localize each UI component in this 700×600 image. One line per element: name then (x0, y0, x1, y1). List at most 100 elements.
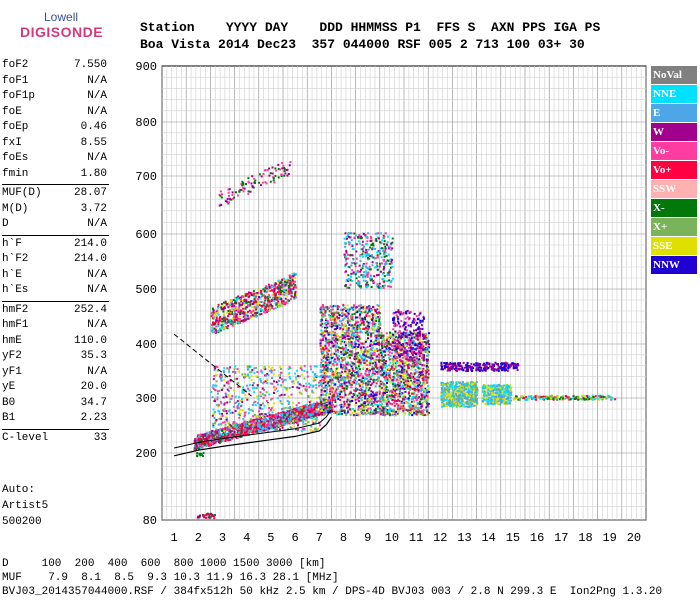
param-name: foEs (2, 152, 29, 164)
echo-point (326, 308, 329, 311)
echo-point (329, 315, 332, 318)
x-tick-label: 16 (530, 531, 544, 545)
echo-point (343, 253, 346, 256)
echo-point (350, 275, 353, 278)
echo-point (364, 412, 367, 415)
echo-point (332, 336, 335, 339)
echo-point (307, 412, 310, 415)
echo-point (346, 311, 349, 314)
echo-point (349, 368, 352, 371)
x-tick-label: 15 (506, 531, 520, 545)
echo-point (416, 364, 419, 367)
echo-point (230, 432, 233, 435)
echo-point (350, 236, 353, 239)
echo-point (333, 316, 336, 319)
y-tick-label: 400 (135, 338, 157, 352)
echo-point (416, 387, 419, 390)
echo-point (292, 411, 295, 414)
echo-point (387, 395, 390, 398)
echo-point (351, 330, 354, 333)
echo-point (420, 384, 423, 387)
echo-point (394, 414, 397, 417)
echo-point (415, 410, 418, 413)
echo-point (362, 276, 365, 279)
echo-point (363, 271, 365, 274)
echo-point (348, 339, 351, 342)
echo-point (410, 368, 413, 371)
echo-point (212, 431, 215, 434)
echo-point (371, 372, 374, 375)
echo-point (351, 347, 354, 349)
echo-point (351, 367, 354, 370)
echo-point (251, 419, 254, 422)
echo-point (409, 377, 412, 379)
echo-point (409, 383, 412, 386)
echo-point (387, 356, 390, 359)
echo-point (227, 434, 230, 437)
echo-point (274, 285, 277, 288)
echo-point (345, 367, 348, 370)
echo-point (376, 256, 379, 259)
echo-point (271, 425, 273, 428)
echo-point (389, 334, 392, 337)
echo-point (423, 369, 426, 372)
echo-point (227, 319, 230, 321)
echo-point (393, 372, 395, 375)
echo-point (370, 375, 373, 378)
echo-point (381, 373, 384, 376)
echo-point (381, 344, 383, 347)
echo-point (354, 331, 357, 334)
echo-point (376, 367, 379, 370)
echo-point (391, 247, 394, 250)
echo-point (367, 380, 370, 383)
echo-point (370, 410, 373, 413)
echo-point (364, 395, 367, 398)
echo-point (397, 387, 400, 390)
echo-point (347, 363, 350, 366)
echo-point (322, 379, 325, 382)
echo-point (262, 288, 265, 291)
echo-point (336, 392, 339, 395)
echo-point (380, 354, 383, 357)
echo-point (401, 384, 404, 387)
echo-point (364, 316, 366, 319)
echo-point (414, 396, 417, 399)
echo-point (376, 308, 379, 311)
echo-point (377, 326, 380, 328)
echo-point (353, 312, 356, 315)
echo-point (262, 426, 264, 429)
param-value: 8.55 (80, 136, 107, 149)
echo-point (341, 339, 344, 342)
echo-point (377, 273, 380, 276)
echo-point (386, 285, 389, 288)
echo-point (402, 373, 405, 376)
echo-point (236, 310, 239, 313)
echo-point (367, 310, 370, 313)
echo-point (202, 444, 205, 447)
echo-point (377, 311, 380, 314)
echo-point (368, 308, 371, 311)
echo-point (350, 334, 353, 337)
echo-point (343, 411, 346, 414)
echo-point (238, 302, 241, 305)
echo-point (364, 354, 367, 357)
echo-point (383, 280, 386, 283)
echo-point (328, 411, 331, 414)
echo-point (397, 332, 399, 335)
echo-point (373, 359, 376, 362)
param-value: 252.4 (73, 303, 107, 316)
echo-point (355, 330, 358, 333)
echo-point (402, 410, 405, 413)
echo-point (334, 401, 337, 403)
echo-point (344, 323, 346, 326)
echo-point (212, 433, 215, 436)
echo-point (421, 395, 424, 398)
echo-point (337, 375, 340, 378)
echo-point (373, 343, 376, 345)
echo-point (312, 408, 315, 411)
echo-point (403, 335, 406, 338)
echo-point (371, 382, 374, 385)
echo-point (201, 437, 204, 440)
echo-point (334, 399, 337, 401)
echo-point (370, 393, 373, 396)
